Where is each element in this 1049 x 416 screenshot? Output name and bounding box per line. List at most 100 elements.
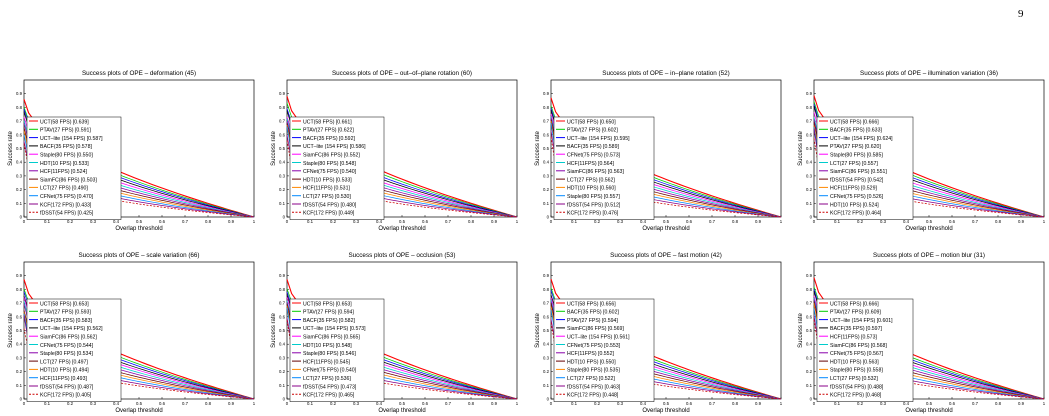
x-tick-label: 0.1 (571, 401, 578, 406)
y-tick-label: 0.2 (279, 187, 286, 192)
x-tick-label: 0 (286, 219, 289, 224)
legend-entry: PTAV(27 FPS) [0.622] (303, 128, 354, 134)
chart-title: Success plots of OPE – deformation (45) (82, 70, 196, 77)
legend-entry: fDSST(54 FPS) [0.463] (567, 384, 621, 390)
y-tick-label: 0.6 (279, 314, 286, 319)
legend-entry: UCT–lite (154 FPS) [0.586] (303, 144, 366, 150)
y-tick-label: 0.6 (806, 314, 813, 319)
x-tick-label: 0.7 (445, 401, 452, 406)
x-tick-label: 0.5 (399, 219, 406, 224)
legend-entry: HDT(10 FPS) [0.533] (303, 177, 352, 183)
legend-entry: UCT–lite (154 FPS) [0.587] (40, 136, 103, 142)
legend-entry: BACF(35 FPS) [0.589] (567, 144, 619, 150)
y-tick-label: 0 (547, 215, 550, 220)
x-tick-label: 0.6 (422, 401, 429, 406)
x-tick-label: 0.5 (136, 219, 143, 224)
chart-title: Success plots of OPE – illumination vari… (860, 70, 998, 77)
x-axis-label: Overlap threshold (905, 408, 952, 414)
legend-entry: KCF(172 FPS) [0.465] (303, 393, 355, 399)
legend-entry: SiamFC(86 FPS) [0.562] (40, 335, 97, 341)
legend-entry: Staple(80 FPS) [0.535] (567, 368, 620, 374)
legend-entry: KCF(172 FPS) [0.433] (40, 202, 92, 208)
y-tick-label: 0.1 (279, 201, 286, 206)
legend-entry: KCF(172 FPS) [0.476] (567, 211, 619, 217)
x-tick-label: 0.9 (1018, 401, 1025, 406)
legend-entry: BACF(35 FPS) [0.583] (40, 318, 92, 324)
legend-entry: UCT(58 FPS) [0.656] (567, 301, 616, 307)
legend-entry: HDT(10 FPS) [0.548] (303, 343, 352, 349)
x-axis-label: Overlap threshold (905, 226, 952, 232)
x-tick-label: 0.2 (67, 219, 74, 224)
x-tick-label: 0.9 (755, 401, 762, 406)
x-tick-label: 0.2 (330, 401, 337, 406)
chart-title: Success plots of OPE – fast motion (42) (610, 252, 722, 259)
y-tick-label: 0.2 (806, 187, 813, 192)
chart-title: Success plots of OPE – motion blur (31) (873, 252, 985, 259)
legend-entry: HCF(11FPS) [0.531] (303, 186, 350, 192)
x-tick-label: 0.9 (228, 219, 235, 224)
y-axis-label: Success rate (271, 130, 277, 165)
x-axis-label: Overlap threshold (642, 408, 689, 414)
y-tick-label: 0.6 (16, 132, 23, 137)
y-axis-label: Success rate (798, 130, 804, 165)
y-tick-label: 0.7 (806, 119, 813, 124)
y-tick-label: 0.7 (16, 301, 23, 306)
x-axis-label: Overlap threshold (378, 226, 425, 232)
y-axis-label: Success rate (535, 130, 541, 165)
x-tick-label: 0.3 (880, 219, 887, 224)
legend-entry: HDT(10 FPS) [0.494] (40, 368, 89, 374)
x-tick-label: 1 (516, 219, 519, 224)
legend-entry: fDSST(54 FPS) [0.512] (567, 202, 621, 208)
x-tick-label: 0.3 (90, 401, 97, 406)
x-tick-label: 0.4 (903, 401, 910, 406)
legend-entry: BACF(35 FPS) [0.578] (40, 144, 92, 150)
y-tick-label: 0 (810, 215, 813, 220)
x-tick-label: 0.2 (594, 401, 601, 406)
x-tick-label: 0 (23, 219, 26, 224)
y-tick-label: 0.1 (543, 201, 550, 206)
legend-entry: PTAV(27 FPS) [0.593] (40, 310, 91, 316)
chart-panel: Success plots of OPE – motion blur (31) 0… (798, 252, 1046, 414)
y-tick-label: 0.5 (16, 146, 23, 151)
legend-entry: UCT(58 FPS) [0.653] (303, 301, 352, 307)
legend-entry: UCT(58 FPS) [0.639] (40, 119, 89, 125)
legend-entry: UCT(58 FPS) [0.653] (40, 301, 89, 307)
y-tick-label: 0.3 (279, 355, 286, 360)
series-line (813, 319, 1045, 400)
x-tick-label: 1 (1043, 401, 1046, 406)
x-tick-label: 0 (550, 219, 553, 224)
legend-entry: PTAV(27 FPS) [0.591] (40, 128, 91, 134)
y-tick-label: 0.6 (16, 314, 23, 319)
x-tick-label: 0.4 (113, 401, 120, 406)
legend-entry: PTAV(27 FPS) [0.620] (830, 144, 881, 150)
legend-entry: KCF(172 FPS) [0.448] (567, 393, 619, 399)
y-tick-label: 0.4 (16, 342, 23, 347)
y-tick-label: 0.7 (543, 301, 550, 306)
legend-entry: BACF(35 FPS) [0.582] (303, 318, 355, 324)
legend-entry: Staple(80 FPS) [0.548] (303, 161, 356, 167)
x-tick-label: 0.6 (949, 401, 956, 406)
y-tick-label: 0.8 (16, 105, 23, 110)
x-tick-label: 0.6 (159, 219, 166, 224)
y-tick-label: 0.2 (543, 187, 550, 192)
y-tick-label: 0.2 (16, 187, 23, 192)
y-tick-label: 0.1 (16, 383, 23, 388)
legend-entry: LCT(27 FPS) [0.536] (303, 376, 351, 382)
legend-entry: fDSST(54 FPS) [0.473] (303, 384, 357, 390)
legend-entry: Staple(80 FPS) [0.534] (40, 351, 93, 357)
legend-entry: Staple(80 FPS) [0.550] (40, 153, 93, 159)
legend-box (289, 116, 385, 220)
y-axis-label: Success rate (535, 312, 541, 347)
y-tick-label: 0.1 (806, 201, 813, 206)
legend-entry: LCT(27 FPS) [0.490] (40, 186, 88, 192)
legend-entry: Staple(80 FPS) [0.546] (303, 351, 356, 357)
x-tick-label: 0.7 (972, 401, 979, 406)
legend-entry: SiamFC(86 FPS) [0.568] (830, 343, 887, 349)
legend-entry: PTAV(27 FPS) [0.602] (567, 128, 618, 134)
legend-box (553, 298, 655, 402)
y-tick-label: 0.3 (806, 355, 813, 360)
y-tick-label: 0.5 (279, 328, 286, 333)
legend-entry: HCF(11FPS) [0.493] (40, 376, 87, 382)
x-tick-label: 0.3 (90, 219, 97, 224)
